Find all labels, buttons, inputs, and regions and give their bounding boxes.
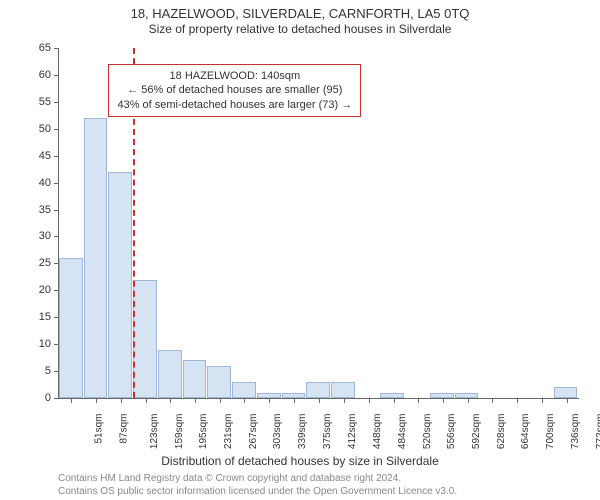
footer-line1: Contains HM Land Registry data © Crown c… bbox=[58, 472, 578, 485]
y-tick-label: 55 bbox=[39, 96, 51, 108]
y-tick-label: 25 bbox=[39, 257, 51, 269]
x-tick-label: 303sqm bbox=[273, 414, 284, 450]
histogram-bar bbox=[282, 393, 306, 398]
y-tick-label: 50 bbox=[39, 123, 51, 135]
y-tick-label: 15 bbox=[39, 311, 51, 323]
x-tick-label: 700sqm bbox=[545, 414, 556, 450]
histogram-bar bbox=[306, 382, 330, 398]
x-tick-label: 375sqm bbox=[322, 414, 333, 450]
x-tick-label: 556sqm bbox=[446, 414, 457, 450]
histogram-bar bbox=[554, 387, 578, 398]
y-tick-label: 45 bbox=[39, 150, 51, 162]
y-tick-label: 65 bbox=[39, 42, 51, 54]
x-tick-label: 195sqm bbox=[198, 414, 209, 450]
legend-line: 18 HAZELWOOD: 140sqm bbox=[117, 69, 352, 83]
histogram-bar bbox=[84, 118, 108, 398]
histogram-bar bbox=[207, 366, 231, 398]
y-tick-label: 60 bbox=[39, 69, 51, 81]
x-tick-label: 772sqm bbox=[595, 414, 600, 450]
plot-area: 0510152025303540455055606551sqm87sqm123s… bbox=[58, 48, 579, 399]
y-tick-label: 20 bbox=[39, 284, 51, 296]
x-tick-label: 628sqm bbox=[496, 414, 507, 450]
x-tick-label: 267sqm bbox=[248, 414, 259, 450]
histogram-bar bbox=[108, 172, 132, 398]
y-tick-label: 30 bbox=[39, 230, 51, 242]
y-tick-label: 35 bbox=[39, 204, 51, 216]
x-tick-label: 592sqm bbox=[471, 414, 482, 450]
y-tick-label: 0 bbox=[45, 392, 51, 404]
legend-line: ← 56% of detached houses are smaller (95… bbox=[117, 83, 352, 97]
histogram-bar bbox=[158, 350, 182, 398]
y-tick-label: 40 bbox=[39, 177, 51, 189]
x-axis-label: Distribution of detached houses by size … bbox=[0, 454, 600, 468]
x-tick-label: 123sqm bbox=[149, 414, 160, 450]
histogram-bar bbox=[59, 258, 83, 398]
chart-title-line2: Size of property relative to detached ho… bbox=[0, 22, 600, 36]
histogram-bar bbox=[331, 382, 355, 398]
x-tick-label: 664sqm bbox=[521, 414, 532, 450]
x-tick-label: 520sqm bbox=[422, 414, 433, 450]
histogram-bar bbox=[380, 393, 404, 398]
histogram-bar bbox=[183, 360, 207, 398]
footer-line2: Contains OS public sector information li… bbox=[58, 485, 578, 498]
histogram-bar bbox=[133, 280, 157, 398]
x-tick-label: 448sqm bbox=[372, 414, 383, 450]
x-tick-label: 339sqm bbox=[297, 414, 308, 450]
x-tick-label: 412sqm bbox=[347, 414, 358, 450]
x-tick-label: 87sqm bbox=[119, 414, 130, 444]
x-tick-label: 231sqm bbox=[223, 414, 234, 450]
histogram-bar bbox=[430, 393, 454, 398]
chart-title-line1: 18, HAZELWOOD, SILVERDALE, CARNFORTH, LA… bbox=[0, 6, 600, 21]
y-tick-label: 10 bbox=[39, 338, 51, 350]
legend-line: 43% of semi-detached houses are larger (… bbox=[117, 98, 352, 112]
histogram-bar bbox=[455, 393, 479, 398]
x-tick-label: 51sqm bbox=[94, 414, 105, 444]
x-tick-label: 484sqm bbox=[397, 414, 408, 450]
histogram-bar bbox=[232, 382, 256, 398]
x-tick-label: 159sqm bbox=[174, 414, 185, 450]
y-tick-label: 5 bbox=[45, 365, 51, 377]
histogram-bar bbox=[257, 393, 281, 398]
legend-box: 18 HAZELWOOD: 140sqm← 56% of detached ho… bbox=[108, 64, 361, 117]
footer-attribution: Contains HM Land Registry data © Crown c… bbox=[58, 472, 578, 498]
x-tick-label: 736sqm bbox=[570, 414, 581, 450]
